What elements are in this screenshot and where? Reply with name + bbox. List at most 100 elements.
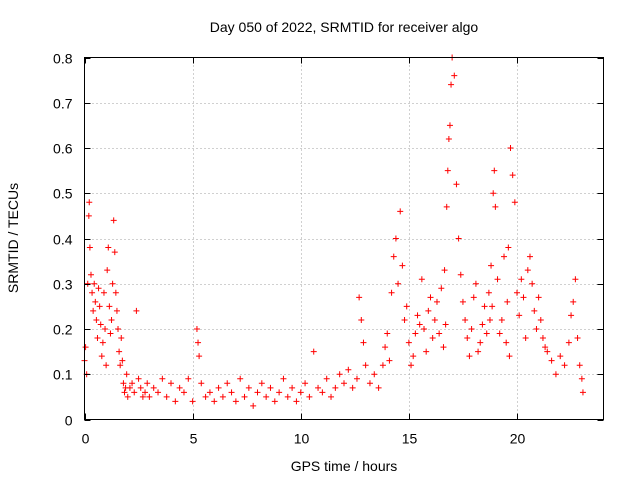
data-point xyxy=(237,375,244,382)
data-point xyxy=(552,371,559,378)
data-point xyxy=(539,335,546,342)
data-point xyxy=(176,384,183,391)
data-point xyxy=(568,312,575,319)
data-point xyxy=(124,393,131,400)
data-point xyxy=(514,289,520,296)
y-tick-labels: 0 0.1 0.2 0.3 0.4 0.5 0.6 0.7 0.8 xyxy=(53,51,73,429)
data-point xyxy=(468,326,475,332)
y-tick-label: 0.2 xyxy=(53,322,73,338)
y-tick-label: 0.8 xyxy=(53,51,73,67)
data-point xyxy=(98,353,105,360)
data-point xyxy=(412,330,419,337)
data-point xyxy=(258,380,265,387)
data-point xyxy=(466,353,473,360)
grid-lines xyxy=(84,57,604,420)
data-point xyxy=(390,253,397,260)
data-point xyxy=(442,321,449,328)
data-point xyxy=(477,339,484,346)
data-point xyxy=(429,335,436,342)
data-point xyxy=(472,280,479,287)
data-point xyxy=(198,380,205,387)
data-point xyxy=(533,326,540,332)
data-point xyxy=(353,375,360,382)
data-point xyxy=(416,321,423,328)
y-tick-label: 0.7 xyxy=(53,96,73,112)
x-tick-label: 10 xyxy=(294,431,310,447)
data-point xyxy=(131,389,138,396)
data-point xyxy=(206,389,213,396)
data-point xyxy=(224,380,231,387)
y-tick-label: 0.5 xyxy=(53,186,73,202)
data-point xyxy=(578,375,585,382)
data-point xyxy=(401,316,408,323)
data-point xyxy=(84,280,91,287)
data-point xyxy=(310,348,317,355)
data-point xyxy=(418,276,425,283)
data-point xyxy=(137,384,144,391)
data-point xyxy=(485,289,492,296)
data-point xyxy=(297,389,304,396)
data-point xyxy=(185,375,192,382)
data-point xyxy=(403,303,410,310)
x-tick-label: 20 xyxy=(510,431,526,447)
data-point xyxy=(366,380,373,387)
data-points xyxy=(81,54,586,409)
data-point xyxy=(548,357,555,364)
y-tick-label: 0 xyxy=(65,413,73,429)
data-point xyxy=(537,316,544,323)
data-point xyxy=(133,307,140,314)
data-point xyxy=(579,389,586,396)
data-point xyxy=(323,375,330,382)
data-point xyxy=(535,294,542,301)
data-point xyxy=(219,393,226,400)
data-point xyxy=(425,307,432,314)
data-point xyxy=(120,380,127,387)
data-point xyxy=(529,280,536,287)
data-point xyxy=(319,389,326,396)
chart-title: Day 050 of 2022, SRMTID for receiver alg… xyxy=(210,19,479,35)
data-point xyxy=(293,398,300,405)
data-point xyxy=(516,312,523,319)
data-point xyxy=(438,285,445,292)
data-point xyxy=(306,393,313,400)
data-point xyxy=(518,276,525,283)
data-point xyxy=(388,289,395,296)
data-point xyxy=(328,393,335,400)
data-point xyxy=(483,330,490,337)
data-point xyxy=(481,303,488,310)
data-point xyxy=(504,298,511,305)
data-point xyxy=(574,335,581,342)
data-point xyxy=(241,393,248,400)
data-point xyxy=(360,339,367,346)
data-point xyxy=(196,353,203,360)
data-point xyxy=(457,271,464,278)
data-point xyxy=(446,122,453,129)
data-point xyxy=(433,298,440,305)
data-point xyxy=(362,362,369,369)
x-tick-label: 15 xyxy=(402,431,418,447)
data-point xyxy=(410,353,417,360)
data-point xyxy=(436,330,443,337)
data-point xyxy=(102,326,109,332)
data-point xyxy=(280,375,287,382)
data-point xyxy=(116,348,123,355)
data-point xyxy=(496,330,503,337)
data-point xyxy=(96,303,103,310)
data-point xyxy=(89,289,96,296)
data-point xyxy=(392,235,399,242)
data-point xyxy=(382,344,389,351)
data-point xyxy=(112,289,119,296)
data-point xyxy=(345,366,352,373)
data-point xyxy=(163,393,170,400)
data-point xyxy=(358,316,365,323)
data-point xyxy=(108,316,115,323)
data-point xyxy=(159,375,166,382)
data-point xyxy=(479,321,486,328)
data-point xyxy=(110,217,117,224)
data-point xyxy=(572,276,579,283)
data-point xyxy=(232,398,239,405)
data-point xyxy=(90,307,97,314)
data-point xyxy=(155,389,162,396)
data-point xyxy=(284,393,291,400)
data-point xyxy=(561,362,568,369)
